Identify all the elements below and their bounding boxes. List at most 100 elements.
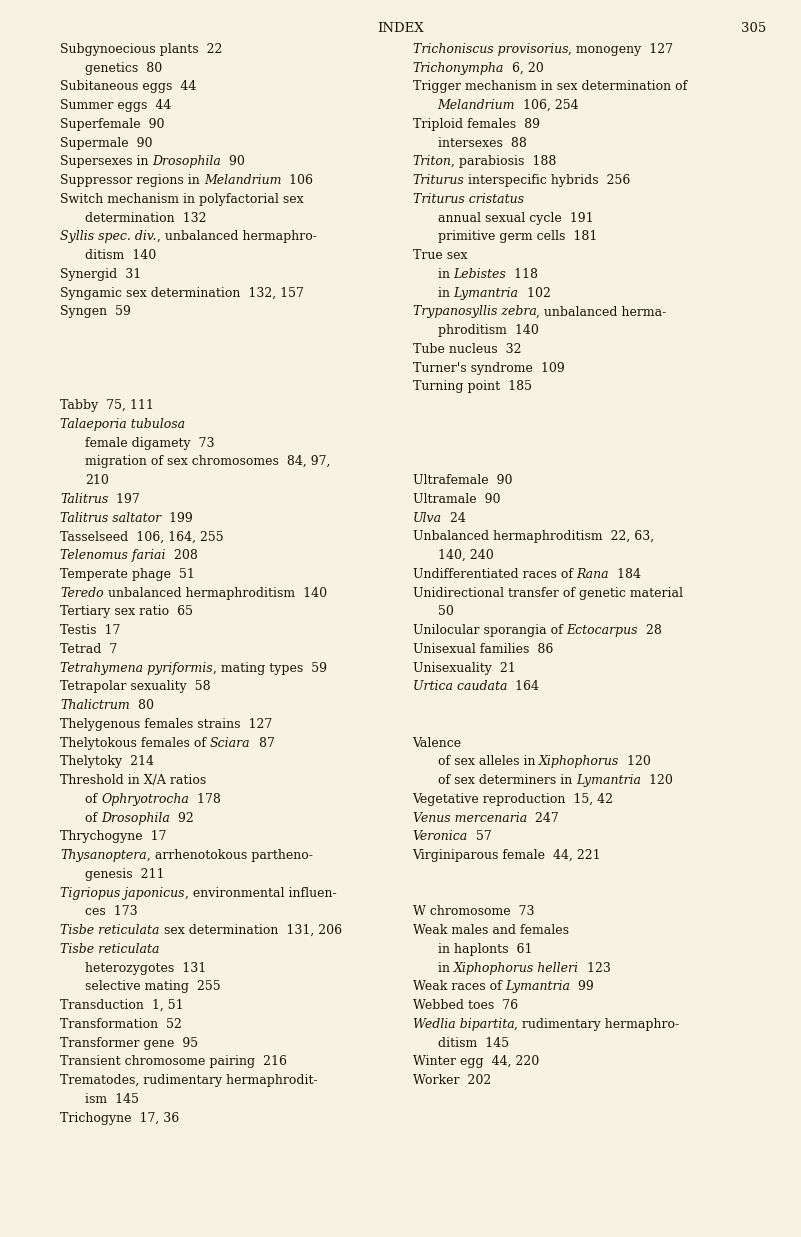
Text: Ophryotrocha: Ophryotrocha: [101, 793, 189, 805]
Text: female digamety  73: female digamety 73: [85, 437, 215, 449]
Text: 57: 57: [468, 830, 492, 844]
Text: Subitaneous eggs  44: Subitaneous eggs 44: [60, 80, 196, 93]
Text: , rudimentary hermaphro-: , rudimentary hermaphro-: [514, 1018, 679, 1030]
Text: Thalictrum: Thalictrum: [60, 699, 130, 713]
Text: Weak races of: Weak races of: [413, 980, 505, 993]
Text: Tube nucleus  32: Tube nucleus 32: [413, 343, 521, 356]
Text: , unbalanced herma-: , unbalanced herma-: [537, 306, 666, 318]
Text: Talitrus saltator: Talitrus saltator: [60, 512, 161, 524]
Text: Thysanoptera: Thysanoptera: [60, 849, 147, 862]
Text: Lymantria: Lymantria: [576, 774, 641, 787]
Text: Unbalanced hermaphroditism  22, 63,: Unbalanced hermaphroditism 22, 63,: [413, 531, 654, 543]
Text: Trigger mechanism in sex determination of: Trigger mechanism in sex determination o…: [413, 80, 686, 93]
Text: Testis  17: Testis 17: [60, 623, 120, 637]
Text: Lymantria: Lymantria: [453, 287, 518, 299]
Text: Summer eggs  44: Summer eggs 44: [60, 99, 171, 113]
Text: Switch mechanism in polyfactorial sex: Switch mechanism in polyfactorial sex: [60, 193, 304, 205]
Text: migration of sex chromosomes  84, 97,: migration of sex chromosomes 84, 97,: [85, 455, 331, 469]
Text: INDEX: INDEX: [377, 21, 424, 35]
Text: ditism  140: ditism 140: [85, 249, 156, 262]
Text: Tisbe reticulata: Tisbe reticulata: [60, 943, 159, 956]
Text: selective mating  255: selective mating 255: [85, 980, 221, 993]
Text: Tabby  75, 111: Tabby 75, 111: [60, 400, 154, 412]
Text: Tetrad  7: Tetrad 7: [60, 643, 117, 656]
Text: intersexes  88: intersexes 88: [437, 136, 526, 150]
Text: 208: 208: [166, 549, 198, 562]
Text: Xiphophorus helleri: Xiphophorus helleri: [453, 961, 578, 975]
Text: 106, 254: 106, 254: [515, 99, 578, 113]
Text: Unisexuality  21: Unisexuality 21: [413, 662, 515, 674]
Text: Transformer gene  95: Transformer gene 95: [60, 1037, 198, 1049]
Text: of: of: [85, 811, 101, 825]
Text: Subgynoecious plants  22: Subgynoecious plants 22: [60, 43, 223, 56]
Text: of: of: [85, 793, 101, 805]
Text: Thelytokous females of: Thelytokous females of: [60, 736, 210, 750]
Text: 210: 210: [85, 474, 109, 487]
Text: Thrychogyne  17: Thrychogyne 17: [60, 830, 167, 844]
Text: Synergid  31: Synergid 31: [60, 267, 141, 281]
Text: Syngen  59: Syngen 59: [60, 306, 131, 318]
Text: in: in: [437, 961, 453, 975]
Text: , environmental influen-: , environmental influen-: [184, 887, 336, 899]
Text: in: in: [437, 287, 453, 299]
Text: Ulva: Ulva: [413, 512, 441, 524]
Text: 87: 87: [251, 736, 275, 750]
Text: Tetrapolar sexuality  58: Tetrapolar sexuality 58: [60, 680, 211, 693]
Text: of sex determiners in: of sex determiners in: [437, 774, 576, 787]
Text: 24: 24: [441, 512, 465, 524]
Text: Triton: Triton: [413, 156, 452, 168]
Text: Threshold in X/A ratios: Threshold in X/A ratios: [60, 774, 207, 787]
Text: 305: 305: [741, 21, 766, 35]
Text: Thelygenous females strains  127: Thelygenous females strains 127: [60, 717, 272, 731]
Text: 99: 99: [570, 980, 594, 993]
Text: Tertiary sex ratio  65: Tertiary sex ratio 65: [60, 605, 193, 618]
Text: Tasselseed  106, 164, 255: Tasselseed 106, 164, 255: [60, 531, 223, 543]
Text: Lymantria: Lymantria: [505, 980, 570, 993]
Text: 6, 20: 6, 20: [504, 62, 544, 74]
Text: 28: 28: [638, 623, 662, 637]
Text: Weak males and females: Weak males and females: [413, 924, 569, 938]
Text: 120: 120: [619, 756, 651, 768]
Text: 164: 164: [507, 680, 539, 693]
Text: , mating types  59: , mating types 59: [213, 662, 327, 674]
Text: Telenomus fariai: Telenomus fariai: [60, 549, 166, 562]
Text: heterozygotes  131: heterozygotes 131: [85, 961, 207, 975]
Text: Ectocarpus: Ectocarpus: [566, 623, 638, 637]
Text: ism  145: ism 145: [85, 1092, 139, 1106]
Text: Drosophila: Drosophila: [152, 156, 221, 168]
Text: Transformation  52: Transformation 52: [60, 1018, 182, 1030]
Text: Ultrafemale  90: Ultrafemale 90: [413, 474, 512, 487]
Text: Melandrium: Melandrium: [203, 174, 281, 187]
Text: 140, 240: 140, 240: [437, 549, 493, 562]
Text: True sex: True sex: [413, 249, 467, 262]
Text: 50: 50: [437, 605, 453, 618]
Text: Melandrium: Melandrium: [437, 99, 515, 113]
Text: 178: 178: [189, 793, 221, 805]
Text: in haplonts  61: in haplonts 61: [437, 943, 532, 956]
Text: Superfemale  90: Superfemale 90: [60, 118, 164, 131]
Text: Sciara: Sciara: [210, 736, 251, 750]
Text: interspecific hybrids  256: interspecific hybrids 256: [465, 174, 630, 187]
Text: Tigriopus japonicus: Tigriopus japonicus: [60, 887, 184, 899]
Text: , monogeny  127: , monogeny 127: [568, 43, 673, 56]
Text: phroditism  140: phroditism 140: [437, 324, 538, 336]
Text: Tisbe reticulata: Tisbe reticulata: [60, 924, 159, 938]
Text: , arrhenotokous partheno-: , arrhenotokous partheno-: [147, 849, 312, 862]
Text: Trichonympha: Trichonympha: [413, 62, 504, 74]
Text: Transduction  1, 51: Transduction 1, 51: [60, 999, 183, 1012]
Text: Supersexes in: Supersexes in: [60, 156, 152, 168]
Text: Ultramale  90: Ultramale 90: [413, 492, 500, 506]
Text: Triturus: Triturus: [413, 174, 465, 187]
Text: , unbalanced hermaphro-: , unbalanced hermaphro-: [156, 230, 316, 244]
Text: genetics  80: genetics 80: [85, 62, 163, 74]
Text: annual sexual cycle  191: annual sexual cycle 191: [437, 212, 593, 225]
Text: Urtica caudata: Urtica caudata: [413, 680, 507, 693]
Text: Rana: Rana: [577, 568, 609, 581]
Text: Temperate phage  51: Temperate phage 51: [60, 568, 195, 581]
Text: Lebistes: Lebistes: [453, 267, 506, 281]
Text: W chromosome  73: W chromosome 73: [413, 905, 534, 918]
Text: Turner's syndrome  109: Turner's syndrome 109: [413, 361, 564, 375]
Text: Unilocular sporangia of: Unilocular sporangia of: [413, 623, 566, 637]
Text: Talaeporia tubulosa: Talaeporia tubulosa: [60, 418, 185, 430]
Text: determination  132: determination 132: [85, 212, 207, 225]
